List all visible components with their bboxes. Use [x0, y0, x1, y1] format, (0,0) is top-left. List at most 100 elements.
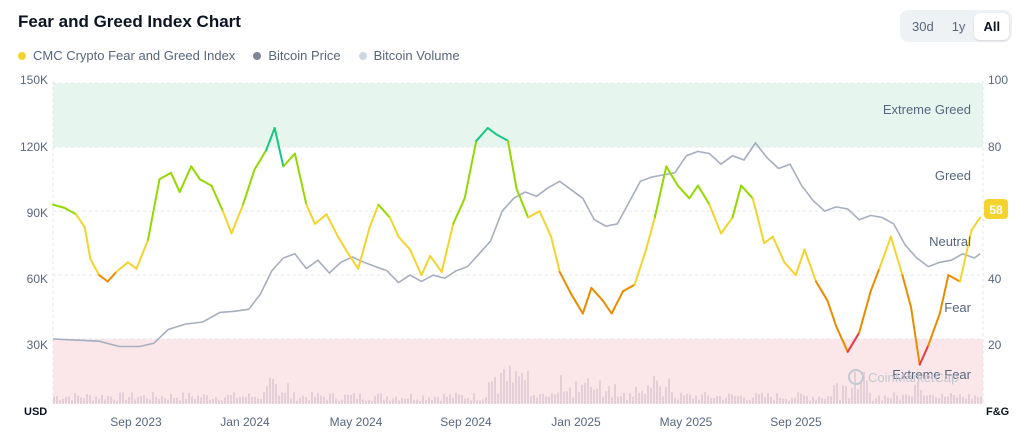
fear-greed-segment	[158, 171, 172, 181]
right-tick-100: 100	[988, 73, 1008, 87]
volume-bar	[494, 377, 496, 404]
fear-greed-segment	[676, 184, 691, 200]
volume-bar	[650, 387, 652, 404]
fear-greed-segment	[601, 299, 613, 315]
volume-bar	[944, 396, 946, 404]
fear-greed-segment	[314, 213, 328, 225]
x-tick-jan-2025: Jan 2025	[551, 415, 601, 429]
volume-bar	[425, 400, 427, 404]
fear-greed-segment	[708, 203, 722, 235]
volume-bar	[323, 396, 325, 404]
volume-bar	[83, 398, 85, 404]
volume-bar	[254, 397, 256, 404]
volume-bar	[701, 394, 703, 404]
x-tick-sep-2023: Sep 2023	[110, 415, 162, 429]
fear-greed-segment	[815, 280, 829, 302]
volume-bar	[764, 396, 766, 404]
volume-bar	[215, 396, 217, 404]
volume-bar	[779, 397, 781, 404]
volume-bar	[767, 393, 769, 404]
volume-bar	[107, 395, 109, 404]
volume-bar	[137, 397, 139, 404]
volume-bar	[647, 385, 649, 404]
volume-bar	[305, 397, 307, 404]
legend-item-fear-greed[interactable]: CMC Crypto Fear and Greed Index	[18, 48, 235, 63]
volume-bar	[677, 399, 679, 404]
volume-bar	[320, 395, 322, 404]
volume-bar	[113, 399, 115, 404]
legend-item-bitcoin-price[interactable]: Bitcoin Price	[253, 48, 341, 63]
volume-bar	[806, 396, 808, 404]
volume-bar	[809, 400, 811, 404]
fear-greed-segment	[558, 270, 573, 296]
range-selector: 30d 1y All	[900, 10, 1013, 42]
volume-bar	[605, 391, 607, 404]
volume-bar	[428, 397, 430, 404]
volume-bar	[308, 400, 310, 404]
volume-bar	[740, 395, 742, 404]
legend-item-bitcoin-volume[interactable]: Bitcoin Volume	[358, 48, 460, 63]
range-all-button[interactable]: All	[974, 12, 1010, 40]
range-30d-button[interactable]: 30d	[912, 18, 934, 34]
fear-greed-segment	[803, 248, 817, 283]
extreme-greed-band	[53, 83, 983, 148]
volume-bar	[452, 397, 454, 404]
volume-bar	[794, 397, 796, 404]
volume-bar	[623, 392, 625, 404]
volume-bar	[341, 399, 343, 404]
volume-bar	[920, 390, 922, 404]
volume-bar	[878, 395, 880, 404]
volume-bar	[314, 396, 316, 404]
volume-bar	[839, 400, 841, 404]
volume-bar	[164, 398, 166, 404]
volume-bar	[851, 387, 853, 404]
zone-label-extreme-greed: Extreme Greed	[883, 102, 971, 117]
volume-bar	[95, 396, 97, 404]
volume-bar	[116, 400, 118, 404]
volume-bar	[284, 392, 286, 404]
volume-bar	[383, 399, 385, 404]
volume-bar	[977, 397, 979, 404]
volume-bar	[719, 395, 721, 404]
volume-bar	[911, 396, 913, 404]
current-value-badge: 58	[984, 199, 1008, 219]
fear-greed-segment	[938, 274, 950, 315]
volume-bar	[68, 396, 70, 404]
legend-dot-bitcoin-price	[253, 51, 262, 60]
fear-greed-segment	[242, 168, 256, 206]
volume-bar	[59, 399, 61, 404]
volume-bar	[407, 398, 409, 404]
fear-greed-segment	[83, 226, 92, 261]
fear-greed-segment	[178, 165, 193, 193]
volume-bar	[599, 380, 601, 404]
volume-bar	[560, 375, 562, 404]
volume-bar	[743, 397, 745, 404]
volume-bar	[608, 386, 610, 404]
volume-bar	[896, 395, 898, 404]
range-1y-button[interactable]: 1y	[951, 18, 966, 34]
volume-bar	[959, 394, 961, 404]
volume-bar	[182, 392, 184, 404]
volume-bar	[683, 395, 685, 404]
fear-greed-segment	[170, 171, 181, 193]
volume-bar	[773, 400, 775, 404]
volume-bar	[269, 377, 271, 404]
volume-bar	[584, 382, 586, 404]
fear-greed-segment	[337, 235, 351, 257]
volume-bar	[665, 386, 667, 404]
fear-greed-segment	[388, 216, 400, 238]
volume-bar	[212, 398, 214, 404]
volume-bar	[74, 393, 76, 404]
fear-greed-segment	[409, 248, 423, 277]
volume-bar	[395, 396, 397, 404]
volume-bar	[290, 398, 292, 404]
volume-bar	[500, 373, 502, 404]
volume-bar	[485, 397, 487, 404]
volume-bar	[842, 385, 844, 404]
fear-greed-segment	[697, 184, 711, 206]
fear-greed-segment	[878, 235, 892, 270]
volume-bar	[413, 399, 415, 404]
volume-bar	[596, 388, 598, 404]
volume-bar	[149, 399, 151, 404]
